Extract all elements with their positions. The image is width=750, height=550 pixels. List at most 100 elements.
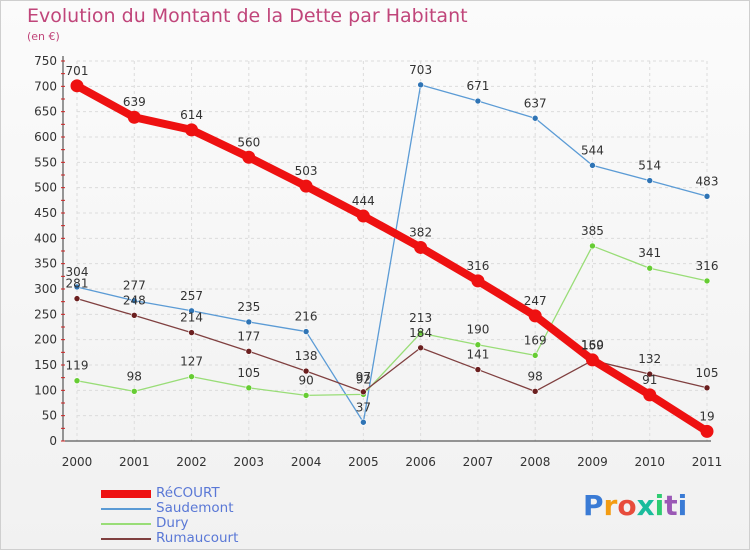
data-label: 637	[524, 96, 547, 110]
data-point	[70, 79, 84, 93]
y-tick-label: 350	[34, 257, 57, 271]
data-label: 304	[66, 265, 89, 279]
data-label: 382	[409, 225, 432, 239]
y-tick-label: 400	[34, 231, 57, 245]
y-tick-label: 600	[34, 130, 57, 144]
data-label: 247	[524, 294, 547, 308]
data-label: 316	[696, 259, 719, 273]
legend-label: Dury	[156, 515, 189, 531]
x-tick-label: 2010	[634, 455, 665, 469]
data-label: 277	[123, 279, 146, 293]
logo-letter: i	[654, 489, 665, 522]
x-tick-label: 2006	[405, 455, 436, 469]
legend-swatch	[101, 490, 151, 498]
data-label: 169	[524, 333, 547, 347]
data-point	[127, 110, 141, 124]
data-label: 483	[696, 174, 719, 188]
data-point	[589, 242, 596, 250]
data-label: 105	[696, 366, 719, 380]
data-label: 105	[237, 366, 260, 380]
data-label: 132	[638, 352, 661, 366]
data-label: 160	[581, 338, 604, 352]
data-label: 248	[123, 293, 146, 307]
y-tick-label: 550	[34, 155, 57, 169]
logo-letter: t	[664, 489, 678, 522]
data-label: 213	[409, 311, 432, 325]
data-label: 141	[466, 348, 489, 362]
data-label: 514	[638, 159, 661, 173]
data-label: 214	[180, 311, 203, 325]
y-tick-label: 500	[34, 181, 57, 195]
data-label: 316	[466, 259, 489, 273]
data-point	[302, 328, 310, 335]
data-point	[474, 341, 482, 349]
data-point	[531, 352, 539, 359]
data-label: 159	[581, 338, 604, 352]
data-point	[302, 392, 310, 399]
data-point	[130, 312, 138, 319]
data-label: 503	[295, 164, 318, 178]
chart-unit: (en €)	[27, 30, 60, 43]
y-tick-label: 200	[34, 333, 57, 347]
data-label: 216	[295, 310, 318, 324]
y-tick-label: 650	[34, 105, 57, 119]
data-label: 671	[466, 79, 489, 93]
logo-letter: x	[636, 489, 655, 522]
data-point	[417, 329, 424, 337]
data-label: 703	[409, 63, 432, 77]
data-label: 138	[295, 349, 318, 363]
data-label: 341	[638, 246, 661, 260]
series-line-dury	[76, 245, 708, 397]
data-label: 544	[581, 143, 604, 157]
data-point	[130, 388, 138, 395]
x-tick-label: 2008	[520, 455, 551, 469]
y-tick-label: 50	[42, 409, 57, 423]
legend-swatch	[101, 523, 151, 525]
data-point	[474, 97, 482, 105]
data-label: 90	[298, 373, 313, 387]
x-tick-label: 2005	[348, 455, 379, 469]
data-point	[360, 418, 367, 426]
legend-label: Rumaucourt	[156, 530, 239, 546]
logo-letter: r	[603, 489, 618, 522]
data-label: 444	[352, 194, 375, 208]
logo-letter: i	[677, 489, 688, 522]
data-label: 184	[409, 326, 432, 340]
data-point	[245, 348, 253, 355]
data-point	[700, 424, 714, 438]
data-point	[703, 192, 711, 200]
data-label: 119	[66, 359, 89, 373]
legend-label: RéCOURT	[156, 485, 220, 501]
y-tick-label: 250	[34, 307, 57, 321]
x-tick-label: 2003	[234, 455, 265, 469]
x-tick-label: 2009	[577, 455, 608, 469]
data-point	[185, 123, 199, 137]
x-tick-label: 2007	[463, 455, 494, 469]
data-point	[242, 150, 256, 164]
y-tick-label: 100	[34, 383, 57, 397]
data-point	[414, 240, 428, 254]
x-tick-label: 2001	[119, 455, 150, 469]
data-label: 385	[581, 224, 604, 238]
data-point	[531, 388, 539, 395]
y-tick-label: 700	[34, 79, 57, 93]
data-point	[302, 367, 310, 375]
data-point	[188, 307, 195, 315]
data-point	[589, 162, 596, 169]
data-point	[528, 309, 542, 323]
data-label: 92	[356, 372, 371, 386]
data-label: 614	[180, 108, 203, 122]
data-label: 235	[237, 300, 260, 314]
proxiti-logo: Proxiti	[583, 489, 687, 522]
data-label: 127	[180, 355, 203, 369]
series-line-saudemont	[76, 84, 708, 423]
data-point	[73, 283, 81, 291]
data-point	[703, 384, 711, 392]
series-line-rumaucourt	[76, 297, 708, 393]
data-label: 177	[237, 329, 260, 343]
logo-letter: P	[583, 489, 604, 522]
data-label: 19	[699, 409, 714, 423]
axes: 0 50 100 150 200 250 300 350 400 450 500 550 600 650 7…	[34, 54, 722, 469]
data-label: 639	[123, 95, 146, 109]
